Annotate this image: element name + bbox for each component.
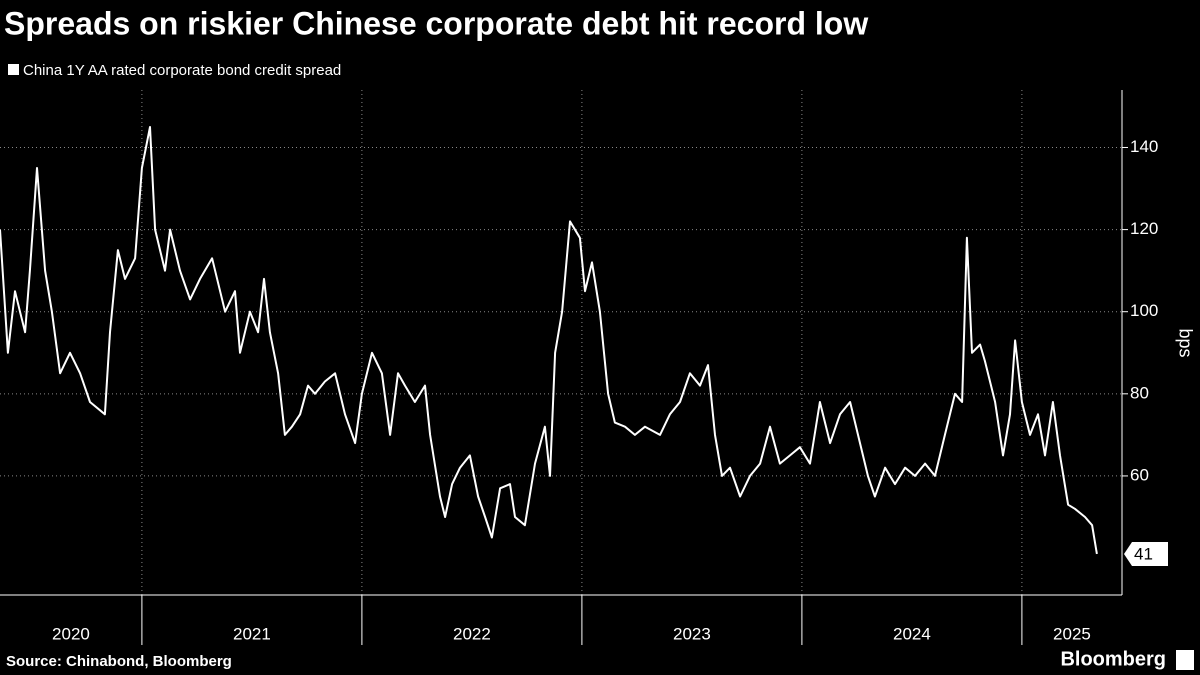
legend-swatch — [8, 64, 19, 75]
legend-label: China 1Y AA rated corporate bond credit … — [23, 62, 341, 79]
last-value-tag — [1124, 541, 1168, 566]
x-tick-label: 2021 — [233, 624, 271, 643]
line-series — [0, 126, 1098, 555]
y-tick-label: 60 — [1130, 465, 1149, 484]
x-tick-label: 2022 — [453, 624, 491, 643]
y-tick-label: 80 — [1130, 383, 1149, 402]
x-tick-label: 2025 — [1053, 624, 1091, 643]
brand: Bloomberg — [1060, 648, 1166, 670]
source: Source: Chinabond, Bloomberg — [6, 653, 232, 670]
y-tick-label: 140 — [1130, 137, 1158, 156]
chart-title: Spreads on riskier Chinese corporate deb… — [4, 5, 868, 41]
brand-icon — [1176, 650, 1194, 670]
last-value-label: 41 — [1134, 544, 1153, 563]
x-tick-label: 2024 — [893, 624, 931, 643]
y-tick-label: 100 — [1130, 301, 1158, 320]
x-tick-label: 2020 — [52, 624, 90, 643]
y-tick-label: 120 — [1130, 219, 1158, 238]
y-axis-label: bps — [1175, 328, 1195, 357]
x-tick-label: 2023 — [673, 624, 711, 643]
